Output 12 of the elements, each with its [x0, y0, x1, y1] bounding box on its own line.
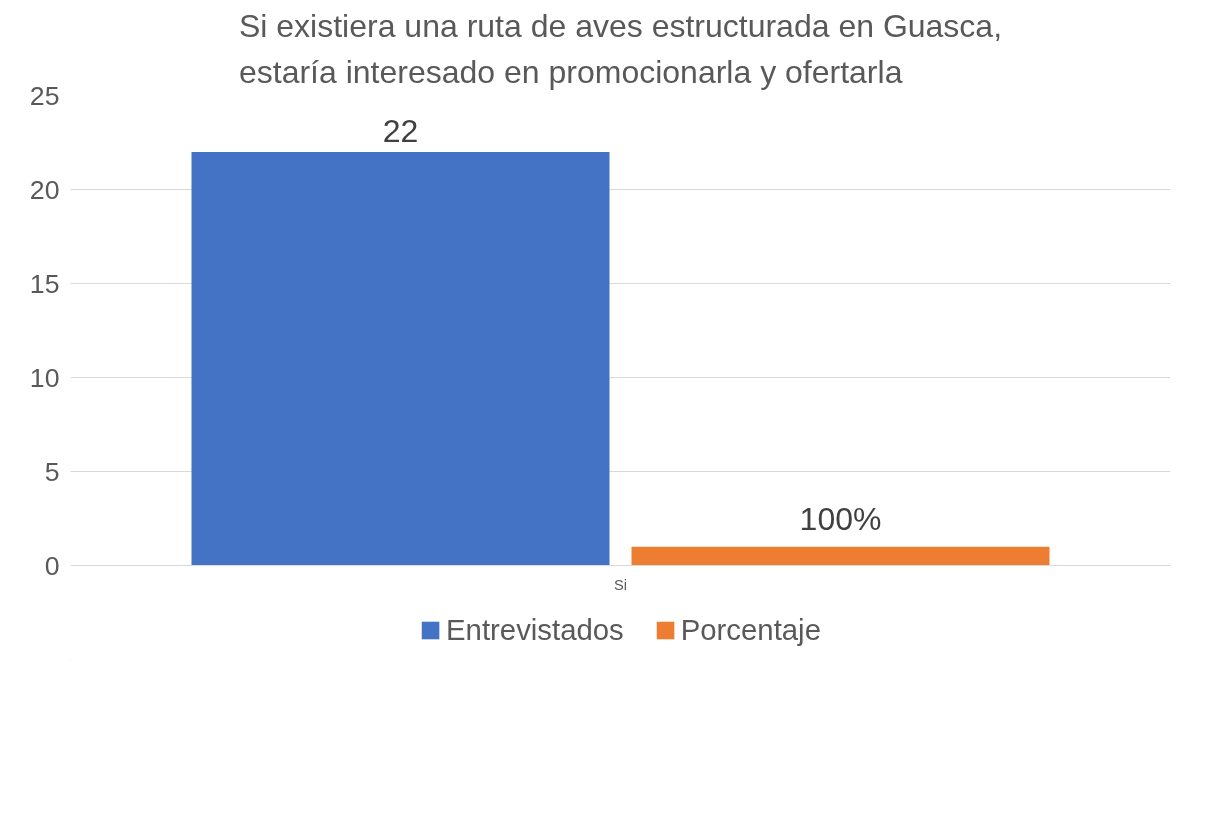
y-tick-label: 25: [29, 80, 60, 111]
y-tick-label: 0: [44, 550, 60, 581]
data-label: 100%: [799, 500, 882, 537]
y-tick-label: 20: [29, 174, 60, 205]
chart-title: Si existiera una ruta de aves estructurada en Guasca, estaría interesado en promocionarla y ofertarla: [238, 7, 1003, 91]
y-tick-label: 5: [44, 456, 60, 487]
data-label: 22: [382, 112, 419, 149]
y-tick-label: 10: [29, 362, 60, 393]
x-tick-label: Si: [613, 576, 628, 593]
legend-label: Porcentaje: [680, 613, 821, 647]
legend-label: Entrevistados: [446, 613, 624, 647]
y-tick-label: 15: [29, 268, 60, 299]
